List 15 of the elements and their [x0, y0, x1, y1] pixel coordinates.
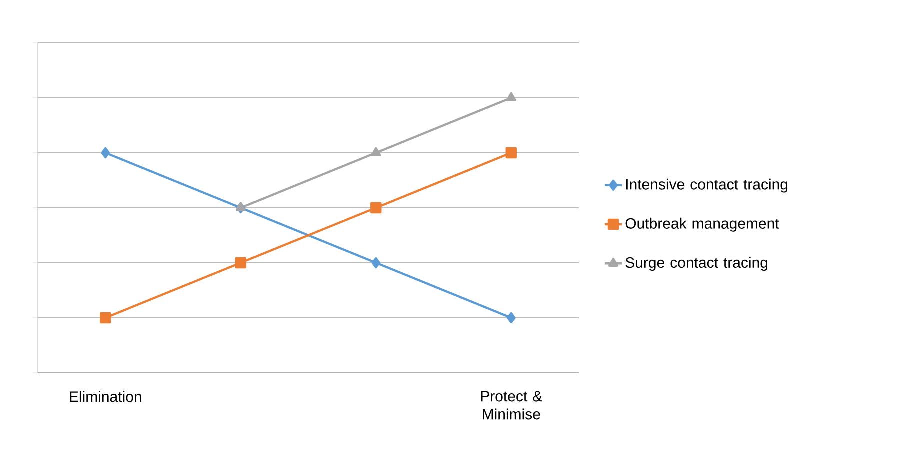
- point: [370, 202, 382, 214]
- point: [235, 257, 246, 269]
- legend-label: Intensive contact tracing: [626, 178, 788, 193]
- point: [506, 312, 516, 324]
- point: [101, 147, 110, 159]
- point: [100, 312, 112, 324]
- point: [236, 202, 246, 212]
- x-tick-label: Elimination: [70, 391, 142, 402]
- legend-label: Outbreak management: [626, 218, 780, 232]
- legend-label: Surge contact tracing: [626, 257, 768, 272]
- point: [506, 147, 517, 159]
- point: [371, 147, 382, 156]
- point: [506, 92, 516, 102]
- x-tick-label: Protect & Minimise: [481, 391, 542, 420]
- point: [372, 257, 381, 269]
